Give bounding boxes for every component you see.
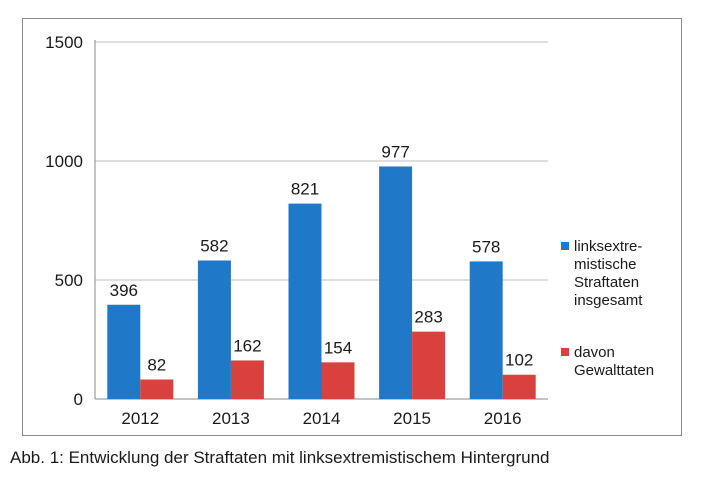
data-label: 582 xyxy=(200,236,228,255)
chart-frame: 0 500 1000 1500 396 82 582 162 821 154 977 283 578 1… xyxy=(22,18,682,436)
bar xyxy=(412,331,446,399)
legend: linksextre-mistische Straftaten insgesamt d… xyxy=(561,238,654,379)
bar xyxy=(197,260,231,399)
legend-swatch xyxy=(561,348,569,356)
bar xyxy=(140,379,174,399)
bar xyxy=(469,261,503,399)
x-tick-label: 2013 xyxy=(212,409,250,428)
bar-chart: 0 500 1000 1500 396 82 582 162 821 154 977 283 578 1… xyxy=(45,33,654,428)
bar xyxy=(502,374,536,399)
data-label: 162 xyxy=(233,336,261,355)
data-label: 102 xyxy=(505,351,533,370)
data-label: 821 xyxy=(291,180,319,199)
y-tick-label: 500 xyxy=(55,271,83,290)
bar xyxy=(379,166,413,399)
bar xyxy=(230,360,264,399)
data-label: 82 xyxy=(147,355,166,374)
legend-label: davon Gewalttaten xyxy=(574,344,654,379)
figure-caption: Abb. 1: Entwicklung der Straftaten mit l… xyxy=(10,448,550,467)
y-tick-label: 1000 xyxy=(45,152,83,171)
bar xyxy=(321,362,355,399)
x-tick-label: 2012 xyxy=(121,409,159,428)
y-tick-label: 0 xyxy=(74,390,83,409)
data-label: 578 xyxy=(472,237,500,256)
bars: 396 82 582 162 821 154 977 283 578 102 xyxy=(107,142,536,399)
data-label: 396 xyxy=(110,281,138,300)
data-label: 154 xyxy=(324,338,352,357)
legend-label: linksextre-mistische Straftaten insgesamt xyxy=(574,238,643,309)
y-tick-label: 1500 xyxy=(45,33,83,52)
x-axis: 2012 2013 2014 2015 2016 xyxy=(121,409,521,428)
x-tick-label: 2016 xyxy=(484,409,522,428)
bar xyxy=(107,304,141,399)
x-tick-label: 2014 xyxy=(303,409,341,428)
bar xyxy=(288,203,322,399)
x-tick-label: 2015 xyxy=(393,409,431,428)
legend-swatch xyxy=(561,242,569,250)
data-label: 283 xyxy=(414,308,442,327)
data-label: 977 xyxy=(381,142,409,161)
